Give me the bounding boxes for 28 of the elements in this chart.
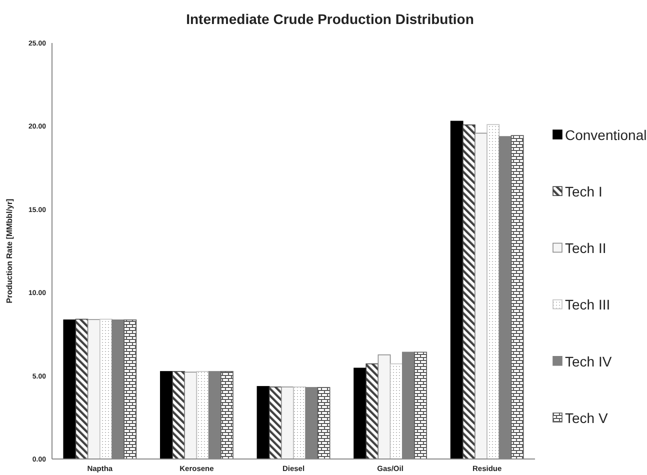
bar (293, 386, 306, 460)
bar (196, 371, 210, 460)
bar (366, 363, 379, 460)
legend-label: Tech III (565, 296, 610, 313)
bar (268, 386, 282, 460)
bar (124, 319, 137, 460)
bar (486, 124, 500, 460)
chart-title: Intermediate Crude Production Distribution (186, 11, 474, 27)
bar (354, 368, 366, 460)
bar (462, 124, 476, 460)
legend-label: Tech IV (565, 353, 612, 370)
legend-label: Tech II (565, 240, 606, 256)
legend-label: Tech V (565, 410, 608, 426)
bar (414, 352, 427, 460)
bar (510, 135, 524, 460)
bar (63, 319, 76, 460)
bar (450, 120, 464, 460)
bar (390, 363, 403, 460)
bar (75, 318, 88, 460)
legend-label: Tech I (565, 184, 602, 200)
bar (160, 371, 173, 460)
legend-label: Conventional (565, 126, 647, 143)
bar (317, 387, 330, 460)
bar (220, 371, 234, 460)
bar (100, 318, 112, 460)
bar (256, 386, 270, 460)
bar (172, 371, 186, 460)
y-axis-title: Production Rate [MMbbl/yr] (5, 198, 14, 304)
